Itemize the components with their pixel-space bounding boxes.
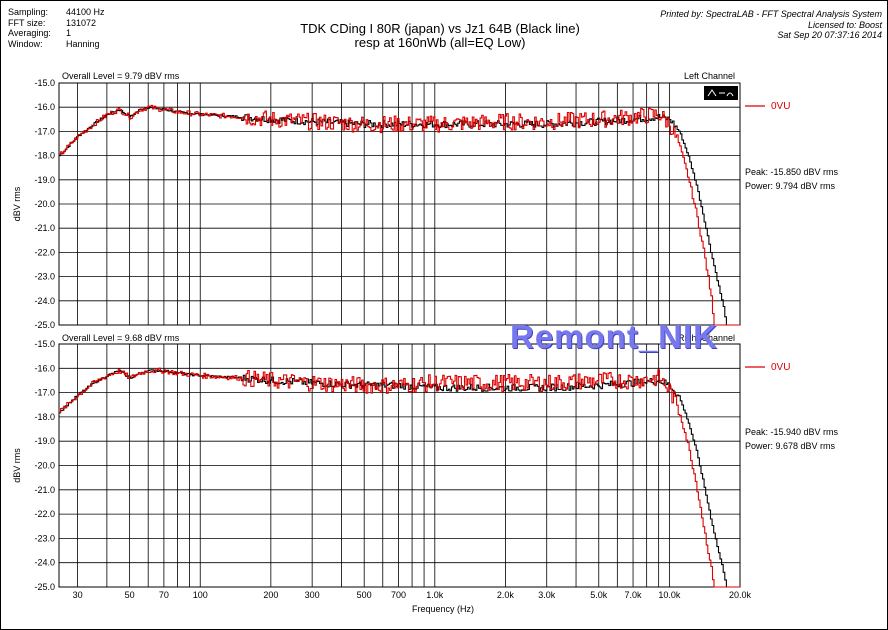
chart-title-line-1: TDK CDing I 80R (japan) vs Jz1 64B (Blac…: [300, 21, 580, 36]
chart-title: TDK CDing I 80R (japan) vs Jz1 64B (Blac…: [230, 22, 650, 50]
y-tick-label-top: -25.0: [34, 320, 55, 330]
x-tick-label: 500: [357, 590, 372, 600]
info-labels: Sampling: FFT size: Averaging: Window:: [8, 7, 51, 49]
printed-by: Printed by: SpectraLAB - FFT Spectral An…: [660, 9, 882, 19]
y-tick-label-bottom: -25.0: [34, 582, 55, 592]
power-readout-top: Power: 9.794 dBV rms: [745, 181, 836, 191]
series-line-red-bottom: [59, 367, 740, 588]
y-tick-label-bottom: -24.0: [34, 558, 55, 568]
legend-label-top: 0VU: [771, 101, 791, 112]
y-tick-label-bottom: -18.0: [34, 412, 55, 422]
y-axis-label-top: dBV rms: [12, 186, 22, 221]
x-tick-label: 30: [73, 590, 83, 600]
peak-readout-bottom: Peak: -15.940 dBV rms: [745, 427, 839, 437]
print-info: Printed by: SpectraLAB - FFT Spectral An…: [660, 9, 882, 41]
y-tick-label-top: -17.0: [34, 126, 55, 136]
x-tick-label: 7.0k: [625, 590, 643, 600]
series-line-black-bottom: [59, 369, 740, 588]
fft-size-value: 131072: [66, 17, 97, 28]
x-tick-label: 3.0k: [538, 590, 556, 600]
y-tick-label-bottom: -22.0: [34, 509, 55, 519]
chart-title-line-2: resp at 160nWb (all=EQ Low): [354, 35, 526, 50]
x-tick-label: 70: [159, 590, 169, 600]
power-readout-bottom: Power: 9.678 dBV rms: [745, 441, 836, 451]
y-tick-label-top: -16.0: [34, 102, 55, 112]
window-label: Window:: [8, 38, 43, 49]
x-tick-label: 50: [125, 590, 135, 600]
fft-size-label: FFT size:: [8, 17, 46, 28]
y-tick-label-top: -20.0: [34, 199, 55, 209]
y-tick-label-bottom: -19.0: [34, 436, 55, 446]
print-datetime: Sat Sep 20 07:37:16 2014: [777, 30, 882, 40]
channel-label-top: Left Channel: [684, 71, 736, 81]
series-line-red-top: [59, 104, 740, 326]
x-tick-label: 700: [391, 590, 406, 600]
peak-readout-top: Peak: -15.850 dBV rms: [745, 167, 839, 177]
x-tick-label: 100: [193, 590, 208, 600]
waveform-icon: [707, 89, 734, 97]
y-tick-label-bottom: -23.0: [34, 533, 55, 543]
channel-label-bottom: Right Channel: [678, 333, 736, 343]
y-tick-label-top: -24.0: [34, 296, 55, 306]
y-tick-label-bottom: -15.0: [34, 339, 55, 349]
y-tick-label-top: -21.0: [34, 223, 55, 233]
y-tick-label-bottom: -16.0: [34, 363, 55, 373]
y-tick-label-bottom: -21.0: [34, 485, 55, 495]
info-values: 44100 Hz 131072 1 Hanning: [66, 7, 105, 49]
y-tick-label-bottom: -17.0: [34, 388, 55, 398]
legend-label-bottom: 0VU: [771, 362, 791, 373]
y-tick-label-top: -18.0: [34, 151, 55, 161]
y-tick-label-top: -23.0: [34, 272, 55, 282]
watermark: Remont_NIK: [510, 318, 719, 355]
x-axis-label: Frequency (Hz): [412, 604, 475, 614]
y-tick-label-bottom: -20.0: [34, 461, 55, 471]
sampling-value: 44100 Hz: [66, 7, 105, 17]
licensed-to: Licensed to: Boost: [807, 19, 882, 30]
y-axis-label-bottom: dBV rms: [12, 448, 22, 483]
y-tick-label-top: -15.0: [34, 78, 55, 88]
averaging-label: Averaging:: [8, 28, 51, 38]
x-tick-label: 2.0k: [497, 590, 515, 600]
x-tick-label: 300: [305, 590, 320, 600]
x-tick-label: 20.0k: [729, 590, 752, 600]
overall-level-bottom: Overall Level = 9.68 dBV rms: [62, 333, 180, 343]
x-tick-label: 10.0k: [658, 590, 681, 600]
x-tick-label: 200: [263, 590, 278, 600]
x-tick-label: 5.0k: [590, 590, 608, 600]
y-tick-label-top: -19.0: [34, 175, 55, 185]
y-tick-label-top: -22.0: [34, 247, 55, 257]
sampling-label: Sampling:: [8, 7, 49, 17]
x-tick-label: 1.0k: [426, 590, 444, 600]
overall-level-top: Overall Level = 9.79 dBV rms: [62, 71, 180, 81]
averaging-value: 1: [66, 28, 72, 38]
window-value: Hanning: [66, 38, 100, 49]
